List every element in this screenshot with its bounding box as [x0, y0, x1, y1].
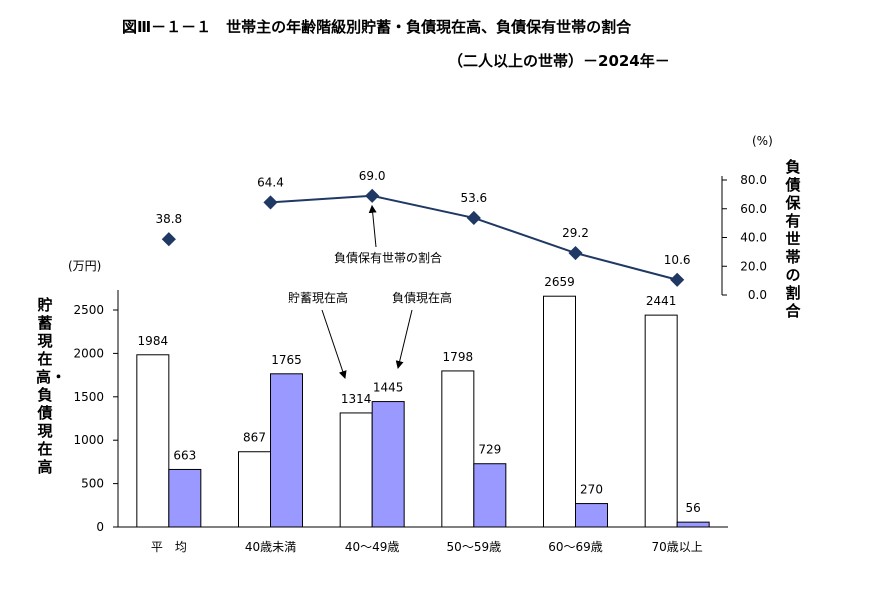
- ratio-polyline: [270, 194, 678, 281]
- savings-bar: [238, 451, 271, 528]
- debt-bar: [575, 503, 608, 528]
- category-label: 40歳未満: [245, 540, 296, 554]
- ratio-marker: [161, 232, 176, 247]
- ratio-value-label: 53.6: [460, 191, 487, 205]
- ratio-marker: [263, 195, 278, 210]
- ratio-value-label: 69.0: [359, 169, 386, 183]
- left-tick-label: 2000: [73, 346, 104, 360]
- annotations: 貯蓄現在高 負債現在高 負債保有世帯の割合: [288, 204, 452, 379]
- left-axis-unit: (万円): [68, 259, 102, 273]
- left-tick-label: 1500: [73, 390, 104, 404]
- savings-bar: [136, 354, 170, 528]
- debt-value-label: 270: [580, 483, 603, 497]
- left-axis: 0 500 1000 1500 2000 2500: [73, 290, 728, 534]
- right-tick-label: 20.0: [740, 259, 767, 273]
- category-label: 60～69歳: [548, 540, 603, 554]
- debt-bar: [168, 468, 202, 528]
- right-axis-unit: (%): [752, 134, 773, 148]
- savings-value-label: 1314: [341, 392, 372, 406]
- right-tick-label: 40.0: [740, 231, 767, 245]
- left-tick-label: 1000: [73, 433, 104, 447]
- ratio-marker: [466, 210, 481, 226]
- category-label: 50～59歳: [447, 540, 502, 554]
- savings-bar: [543, 295, 576, 528]
- ratio-marker: [670, 272, 685, 287]
- chart-subtitle: （二人以上の世帯）－2024年－: [448, 52, 670, 70]
- savings-value-label: 1984: [138, 334, 169, 348]
- annotation-savings-arrow: [321, 309, 347, 379]
- savings-value-label: 2441: [646, 294, 677, 308]
- annotation-debt-arrow: [395, 309, 413, 369]
- right-axis-label: 負債保有世帯の割合: [785, 158, 801, 320]
- left-tick-label: 500: [81, 477, 104, 491]
- savings-bar: [644, 314, 678, 528]
- ratio-value-label: 29.2: [562, 226, 589, 240]
- savings-value-label: 2659: [544, 275, 575, 289]
- right-tick-label: 80.0: [740, 173, 767, 187]
- ratio-value-label: 64.4: [257, 175, 284, 189]
- ratio-value-label: 10.6: [664, 253, 691, 267]
- debt-bar: [473, 463, 507, 528]
- right-tick-label: 60.0: [740, 202, 767, 216]
- annotation-debt: 負債現在高: [392, 290, 452, 305]
- ratio-marker: [365, 188, 380, 203]
- debt-value-label: 663: [173, 448, 196, 462]
- debt-value-label: 1445: [373, 381, 404, 395]
- savings-value-label: 1798: [443, 350, 474, 364]
- debt-bar: [270, 373, 303, 528]
- chart-title: 図Ⅲ－１－１ 世帯主の年齢階級別貯蓄・負債現在高、負債保有世帯の割合: [122, 18, 632, 36]
- ratio-line: 38.8 64.4 69.0 53.6 29.2 10.6: [155, 169, 691, 287]
- debt-value-label: 729: [478, 443, 501, 457]
- left-tick-label: 2500: [73, 303, 104, 317]
- category-label: 70歳以上: [652, 540, 703, 554]
- savings-value-label: 867: [243, 431, 266, 445]
- debt-bar: [371, 401, 405, 528]
- debt-value-label: 56: [686, 501, 701, 515]
- right-tick-label: 0.0: [748, 288, 767, 302]
- category-label: 40～49歳: [345, 540, 400, 554]
- savings-bar: [339, 412, 373, 528]
- debt-value-label: 1765: [271, 353, 302, 367]
- ratio-value-label: 38.8: [155, 212, 182, 226]
- savings-bar: [441, 370, 475, 528]
- annotation-ratio-arrow: [368, 204, 377, 248]
- category-labels: 平 均 40歳未満 40～49歳 50～59歳 60～69歳 70歳以上: [151, 540, 703, 554]
- right-axis: 0.0 20.0 40.0 60.0 80.0: [721, 173, 767, 302]
- category-label: 平 均: [151, 540, 187, 554]
- left-tick-label: 0: [96, 520, 104, 534]
- ratio-marker: [568, 245, 583, 261]
- annotation-savings: 貯蓄現在高: [288, 290, 348, 305]
- annotation-ratio: 負債保有世帯の割合: [334, 250, 442, 265]
- debt-bar: [676, 521, 710, 528]
